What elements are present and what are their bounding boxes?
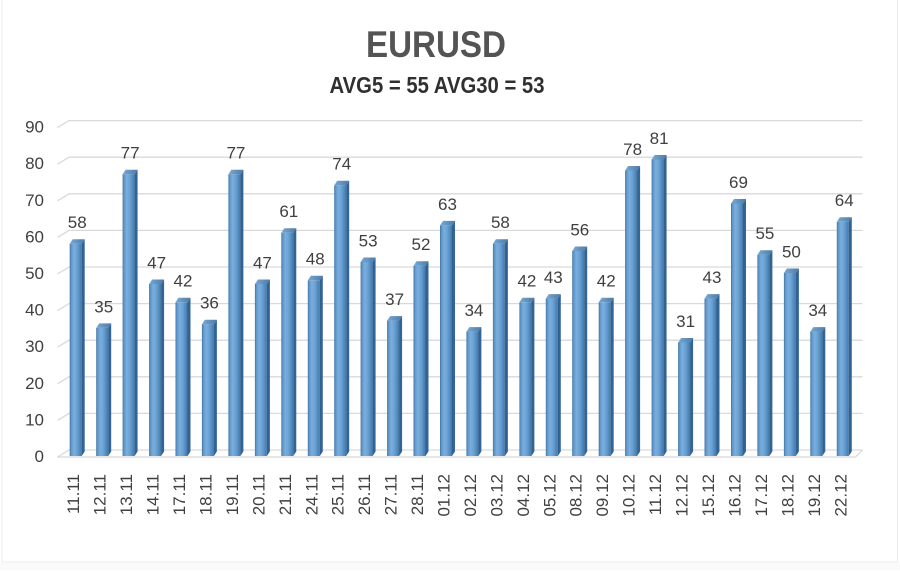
svg-text:60: 60 <box>25 227 44 246</box>
svg-text:14.11: 14.11 <box>144 474 163 515</box>
svg-text:05.12: 05.12 <box>540 474 559 517</box>
svg-text:55: 55 <box>755 224 774 243</box>
svg-text:70: 70 <box>25 191 44 210</box>
svg-text:08.12: 08.12 <box>567 474 586 517</box>
svg-text:58: 58 <box>491 213 510 232</box>
svg-text:31: 31 <box>676 312 695 331</box>
svg-text:26.11: 26.11 <box>355 474 374 515</box>
svg-text:47: 47 <box>253 253 272 272</box>
svg-text:36: 36 <box>200 294 219 313</box>
svg-text:AVG5 = 55 AVG30 = 53: AVG5 = 55 AVG30 = 53 <box>330 72 545 98</box>
svg-text:42: 42 <box>597 272 616 291</box>
svg-text:12.12: 12.12 <box>673 474 692 517</box>
svg-text:74: 74 <box>332 155 351 174</box>
svg-text:50: 50 <box>782 242 801 261</box>
svg-text:15.12: 15.12 <box>699 474 718 517</box>
svg-text:27.11: 27.11 <box>382 474 401 515</box>
svg-text:17.12: 17.12 <box>752 474 771 517</box>
svg-text:01.12: 01.12 <box>435 474 454 517</box>
svg-text:52: 52 <box>412 235 431 254</box>
svg-text:28.11: 28.11 <box>408 474 427 515</box>
svg-text:30: 30 <box>25 337 44 356</box>
svg-text:47: 47 <box>147 253 166 272</box>
svg-text:02.12: 02.12 <box>461 474 480 517</box>
svg-text:24.11: 24.11 <box>302 474 321 515</box>
svg-text:20.11: 20.11 <box>249 474 268 515</box>
svg-text:63: 63 <box>438 195 457 214</box>
svg-text:77: 77 <box>226 144 245 163</box>
svg-text:19.11: 19.11 <box>223 474 242 515</box>
svg-text:90: 90 <box>25 118 44 137</box>
svg-text:10: 10 <box>25 410 44 429</box>
svg-text:77: 77 <box>121 144 140 163</box>
svg-text:16.12: 16.12 <box>726 474 745 517</box>
svg-text:18.12: 18.12 <box>778 474 797 517</box>
svg-text:17.11: 17.11 <box>170 474 189 515</box>
svg-text:09.12: 09.12 <box>593 474 612 517</box>
svg-text:43: 43 <box>544 268 563 287</box>
svg-text:56: 56 <box>570 220 589 239</box>
svg-text:0: 0 <box>35 447 44 466</box>
svg-text:10.12: 10.12 <box>620 474 639 517</box>
svg-text:21.11: 21.11 <box>276 474 295 515</box>
svg-text:53: 53 <box>359 231 378 250</box>
svg-text:50: 50 <box>25 264 44 283</box>
svg-text:19.12: 19.12 <box>805 474 824 517</box>
svg-text:11.11: 11.11 <box>64 474 83 514</box>
svg-text:61: 61 <box>279 202 298 221</box>
svg-text:25.11: 25.11 <box>329 474 348 515</box>
svg-text:12.11: 12.11 <box>91 474 110 515</box>
svg-text:80: 80 <box>25 154 44 173</box>
svg-text:03.12: 03.12 <box>487 474 506 517</box>
svg-text:04.12: 04.12 <box>514 474 533 517</box>
svg-text:37: 37 <box>385 290 404 309</box>
svg-text:13.11: 13.11 <box>117 474 136 515</box>
svg-text:43: 43 <box>703 268 722 287</box>
svg-text:42: 42 <box>517 272 536 291</box>
svg-text:20: 20 <box>25 374 44 393</box>
svg-text:58: 58 <box>68 213 87 232</box>
svg-text:69: 69 <box>729 173 748 192</box>
svg-text:EURUSD: EURUSD <box>366 24 506 65</box>
svg-text:22.12: 22.12 <box>831 474 850 517</box>
svg-text:34: 34 <box>808 301 827 320</box>
svg-text:81: 81 <box>650 129 669 148</box>
svg-text:42: 42 <box>174 272 193 291</box>
svg-text:48: 48 <box>306 250 325 269</box>
svg-text:34: 34 <box>464 301 483 320</box>
svg-text:18.11: 18.11 <box>196 474 215 515</box>
svg-text:64: 64 <box>835 191 854 210</box>
svg-text:40: 40 <box>25 301 44 320</box>
svg-text:35: 35 <box>94 297 113 316</box>
svg-text:78: 78 <box>623 140 642 159</box>
svg-text:11.12: 11.12 <box>646 474 665 515</box>
